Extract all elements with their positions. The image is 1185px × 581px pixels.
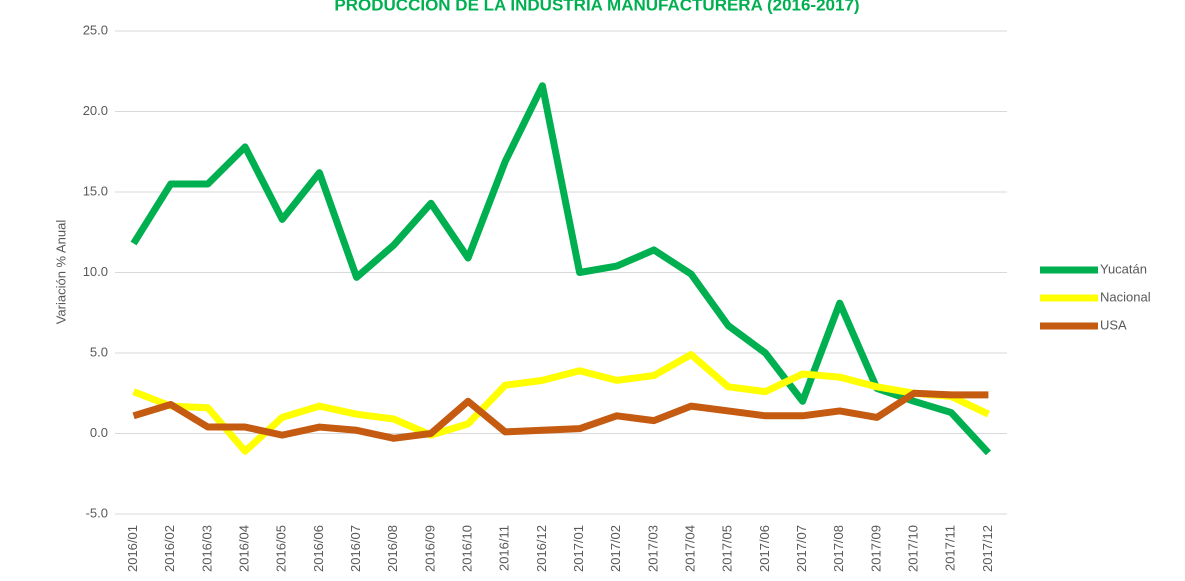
series-line xyxy=(132,351,990,455)
x-tick-label: 2016/02 xyxy=(162,525,177,572)
y-tick-label: 25.0 xyxy=(83,22,108,37)
legend-label: Nacional xyxy=(1100,289,1151,304)
x-tick-label: 2017/08 xyxy=(831,525,846,572)
y-tick-label: 20.0 xyxy=(83,103,108,118)
x-tick-label: 2017/05 xyxy=(720,525,735,572)
x-tick-label: 2016/11 xyxy=(497,525,512,571)
x-tick-label: 2016/07 xyxy=(348,525,363,572)
legend-label: Yucatán xyxy=(1100,261,1147,276)
y-axis-label: Variación % Anual xyxy=(53,220,68,325)
y-tick-label: 5.0 xyxy=(90,344,108,359)
y-tick-label: 15.0 xyxy=(83,183,108,198)
y-tick-label: 0.0 xyxy=(90,425,108,440)
chart-title: PRODUCCIÓN DE LA INDUSTRIA MANUFACTURERA… xyxy=(334,0,859,14)
x-tick-label: 2016/12 xyxy=(534,525,549,572)
x-tick-label: 2017/04 xyxy=(683,525,698,572)
x-tick-label: 2016/06 xyxy=(311,525,326,572)
x-tick-label: 2017/09 xyxy=(868,525,883,572)
x-tick-label: 2017/11 xyxy=(943,525,958,571)
x-tick-label: 2017/10 xyxy=(906,525,921,572)
x-tick-label: 2016/08 xyxy=(385,525,400,572)
x-tick-label: 2016/01 xyxy=(125,525,140,572)
y-tick-label: 10.0 xyxy=(83,264,108,279)
x-tick-label: 2017/03 xyxy=(645,525,660,572)
series-line xyxy=(132,389,989,442)
x-tick-label: 2016/10 xyxy=(460,525,475,572)
y-tick-label: -5.0 xyxy=(86,505,108,520)
x-tick-label: 2016/05 xyxy=(274,525,289,572)
x-tick-label: 2017/12 xyxy=(980,525,995,572)
x-tick-label: 2016/09 xyxy=(422,525,437,572)
x-tick-label: 2017/02 xyxy=(608,525,623,572)
x-tick-label: 2016/03 xyxy=(199,525,214,572)
series-line xyxy=(130,82,991,456)
x-tick-label: 2017/07 xyxy=(794,525,809,572)
x-tick-label: 2016/04 xyxy=(237,525,252,572)
legend-label: USA xyxy=(1100,317,1127,332)
x-tick-label: 2017/06 xyxy=(757,525,772,572)
x-tick-label: 2017/01 xyxy=(571,525,586,572)
